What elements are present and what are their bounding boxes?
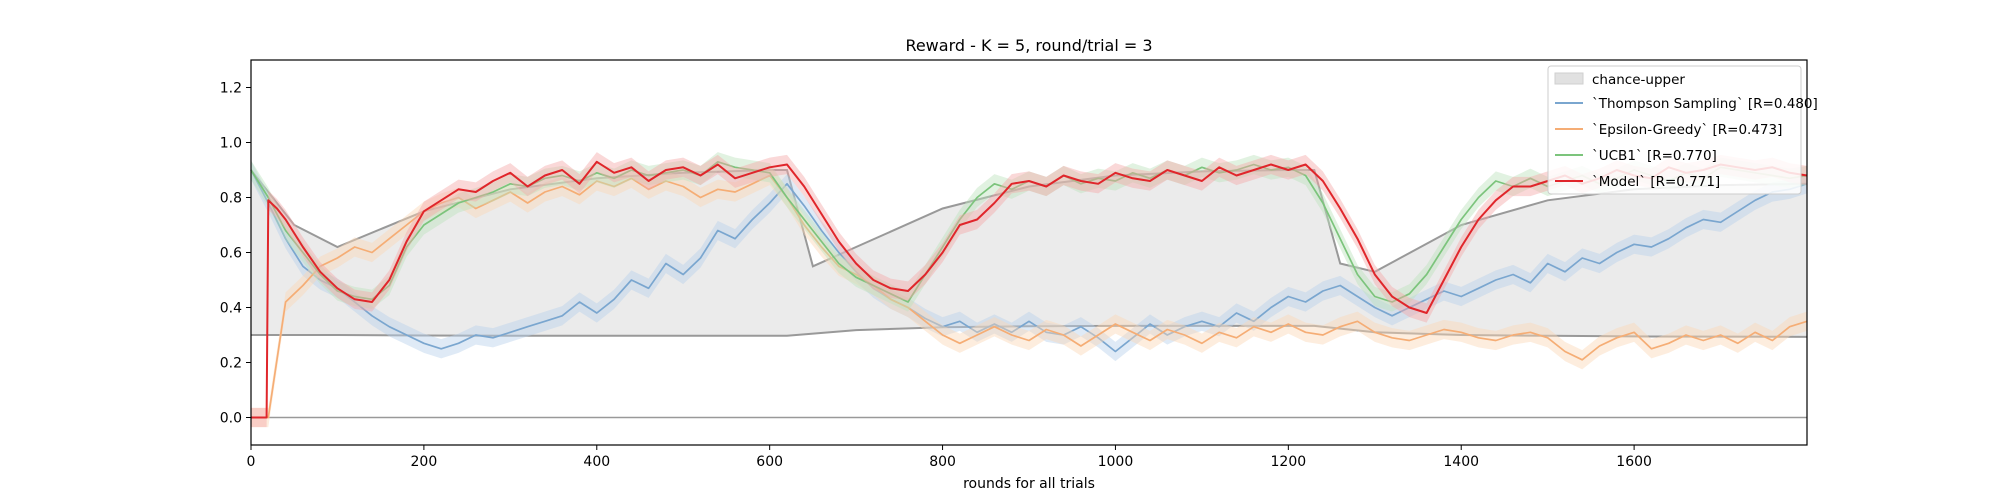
series-line-thompson <box>250 169 1808 353</box>
series-line-model <box>251 160 1808 419</box>
chance-band <box>251 170 1807 337</box>
legend-label-epsilon: `Epsilon-Greedy` [R=0.473] <box>1592 122 1782 138</box>
chance-lower-line <box>251 324 1808 338</box>
x-tick-label: 400 <box>583 454 610 470</box>
y-axis-ticks: 0.0 0.2 0.4 0.6 0.8 1.0 1.2 <box>220 81 251 427</box>
x-tick-label: 1200 <box>1271 454 1307 470</box>
chart-title: Reward - K = 5, round/trial = 3 <box>905 36 1152 55</box>
x-tick-label: 1400 <box>1443 454 1479 470</box>
x-tick-label: 800 <box>929 454 956 470</box>
x-tick-label: 600 <box>756 454 783 470</box>
legend: chance-upper `Thompson Sampling` [R=0.48… <box>1547 65 1818 195</box>
x-axis-label: rounds for all trials <box>963 476 1095 492</box>
legend-label-ucb1: `UCB1` [R=0.770] <box>1592 148 1717 164</box>
y-tick-label: 0.2 <box>220 356 242 372</box>
y-tick-label: 0.8 <box>220 191 242 207</box>
y-tick-label: 1.2 <box>220 81 242 97</box>
legend-box <box>1547 65 1802 195</box>
y-tick-label: 0.6 <box>220 246 242 262</box>
x-tick-label: 1600 <box>1616 454 1652 470</box>
y-tick-label: 0.0 <box>220 411 242 427</box>
legend-label-model: `Model` [R=0.771] <box>1592 174 1720 190</box>
x-tick-label: 1000 <box>1098 454 1134 470</box>
legend-label-thompson: `Thompson Sampling` [R=0.480] <box>1592 96 1818 112</box>
chance-upper-line <box>250 169 1808 273</box>
y-tick-label: 1.0 <box>220 136 242 152</box>
x-tick-label: 0 <box>247 454 256 470</box>
y-tick-label: 0.4 <box>220 301 242 317</box>
x-tick-label: 200 <box>411 454 438 470</box>
series-line-epsilon <box>251 174 1808 419</box>
x-axis-ticks: 0 200 400 600 800 1000 1200 1400 1600 <box>247 445 1652 470</box>
legend-swatch-chance-upper <box>1554 72 1584 85</box>
legend-label-chance-upper: chance-upper <box>1592 72 1685 88</box>
